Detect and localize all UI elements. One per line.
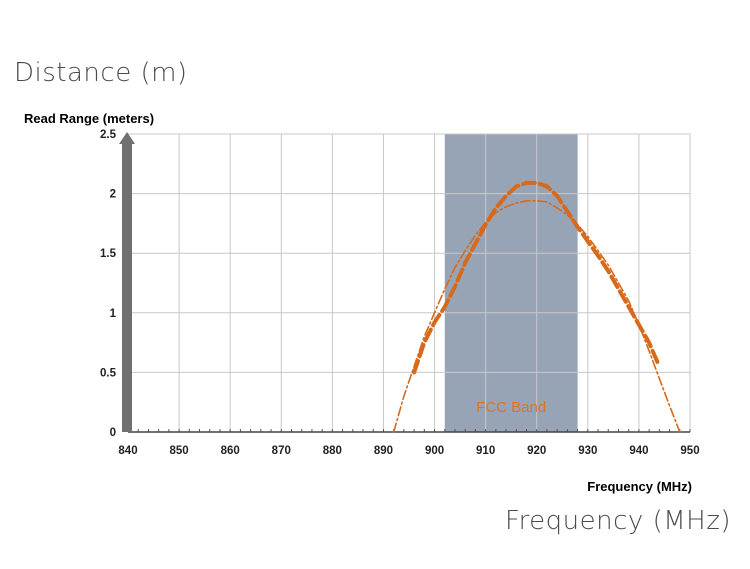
y-axis-bar xyxy=(122,142,132,432)
x-caption: Frequency (MHz) xyxy=(505,506,731,536)
y-tick-label: 1.5 xyxy=(100,248,117,260)
y-caption: Distance (m) xyxy=(14,58,188,88)
y-axis-title: Read Range (meters) xyxy=(24,111,154,126)
x-tick-label: 940 xyxy=(629,445,648,457)
x-tick-label: 850 xyxy=(169,445,188,457)
y-tick-label: 0.5 xyxy=(100,367,117,379)
x-tick-label: 930 xyxy=(578,445,597,457)
x-tick-label: 920 xyxy=(527,445,546,457)
x-tick-label: 840 xyxy=(118,445,137,457)
x-tick-label: 910 xyxy=(476,445,495,457)
y-tick-label: 0 xyxy=(110,427,116,439)
x-tick-label: 880 xyxy=(323,445,342,457)
x-axis-title: Frequency (MHz) xyxy=(587,479,692,494)
y-axis-arrowhead xyxy=(119,132,135,144)
y-tick-label: 2 xyxy=(110,189,116,201)
y-tick-label: 2.5 xyxy=(100,129,117,141)
x-tick-label: 900 xyxy=(425,445,444,457)
fcc-band xyxy=(444,134,578,432)
x-tick-label: 860 xyxy=(221,445,240,457)
series-line-fitted xyxy=(392,200,681,433)
x-tick-label: 890 xyxy=(374,445,393,457)
y-tick-label: 1 xyxy=(110,308,117,320)
fcc-band-label: FCC Band xyxy=(476,399,546,416)
series-line-measured xyxy=(412,180,662,375)
x-tick-label: 870 xyxy=(272,445,291,457)
x-tick-label: 950 xyxy=(680,445,699,457)
